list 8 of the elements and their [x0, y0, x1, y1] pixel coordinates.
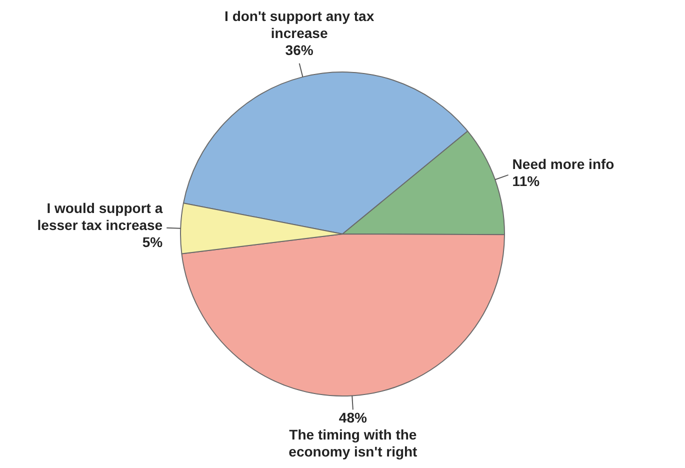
data-label: 11% — [512, 172, 540, 189]
slice-label: I would support a lesser tax increase — [37, 200, 163, 234]
data-label: 48% — [338, 410, 368, 426]
slice-label: Need more info — [512, 156, 614, 172]
slice-label: I don't support any tax increase — [224, 8, 374, 42]
slice-label: The timing with the economy isn't right — [288, 426, 418, 460]
data-label: 5% — [142, 234, 164, 250]
data-label: 36% — [285, 42, 314, 58]
